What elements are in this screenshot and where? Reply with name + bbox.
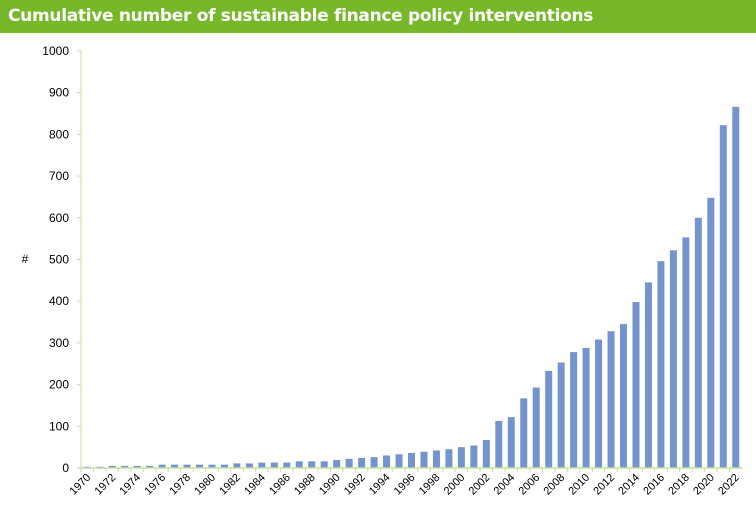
bar-1995	[395, 454, 403, 468]
x-tick-label: 2014	[616, 472, 642, 498]
y-tick-label: 400	[49, 294, 69, 308]
bar-2011	[595, 339, 603, 468]
y-tick-label: 0	[62, 461, 69, 475]
y-tick-label: 200	[49, 378, 69, 392]
x-tick-label: 2012	[591, 472, 617, 498]
bar-1999	[445, 449, 453, 468]
x-tick-label: 1986	[267, 472, 293, 498]
y-tick-label: 700	[49, 169, 69, 183]
x-tick-label: 1976	[142, 472, 168, 498]
bar-2003	[495, 420, 503, 468]
bar-2001	[470, 445, 478, 468]
bar-2014	[632, 302, 640, 468]
bar-1978	[183, 464, 191, 468]
y-tick-label: 600	[49, 211, 69, 225]
x-tick-label: 1972	[93, 472, 119, 498]
x-tick-label: 2022	[716, 472, 742, 498]
bar-2018	[682, 237, 690, 468]
bar-2021	[719, 125, 727, 468]
y-tick-label: 800	[49, 127, 69, 141]
x-tick-label: 2010	[566, 472, 592, 498]
y-axis-label: #	[22, 252, 29, 266]
bar-2004	[507, 417, 515, 468]
bar-1975	[146, 465, 154, 468]
y-tick-label: 500	[49, 253, 69, 267]
x-tick-label: 2018	[666, 472, 692, 498]
y-tick-label: 1000	[42, 44, 69, 58]
bar-2012	[607, 331, 615, 468]
bar-2019	[694, 217, 702, 468]
bar-1998	[432, 450, 440, 468]
x-tick-label: 1974	[117, 472, 143, 498]
bar-1976	[158, 464, 166, 468]
bar-1977	[171, 464, 179, 468]
x-tick-label: 1992	[342, 472, 368, 498]
bar-1980	[208, 464, 216, 468]
bar-1973	[121, 465, 129, 468]
bar-1981	[220, 464, 228, 468]
x-tick-label: 2016	[641, 472, 667, 498]
title-bar: Cumulative number of sustainable finance…	[0, 0, 756, 33]
bar-1979	[195, 464, 203, 468]
bar-1983	[245, 463, 253, 468]
bar-2010	[582, 347, 590, 468]
x-tick-label: 1982	[217, 472, 243, 498]
x-tick-label: 1978	[167, 472, 193, 498]
x-tick-label: 1996	[392, 472, 418, 498]
x-tick-label: 2020	[691, 472, 717, 498]
bar-2006	[532, 387, 540, 468]
x-tick-label: 2004	[492, 472, 518, 498]
y-tick-label: 100	[49, 419, 69, 433]
bar-2015	[644, 282, 652, 468]
bar-2016	[657, 261, 665, 468]
bar-1984	[258, 462, 266, 468]
bar-1990	[333, 460, 341, 468]
bar-2000	[457, 447, 465, 468]
bar-1972	[108, 465, 116, 468]
x-tick-label: 1988	[292, 472, 318, 498]
x-tick-label: 1998	[417, 472, 443, 498]
y-tick-label: 900	[49, 86, 69, 100]
x-tick-label: 2002	[467, 472, 493, 498]
bar-2009	[570, 352, 578, 468]
bar-2002	[482, 440, 490, 468]
chart-title: Cumulative number of sustainable finance…	[8, 6, 594, 26]
bar-1974	[133, 465, 141, 468]
bar-2005	[520, 398, 528, 468]
x-tick-label: 1994	[367, 472, 393, 498]
bar-1989	[320, 461, 328, 468]
bar-1986	[283, 462, 291, 468]
bar-2013	[620, 324, 628, 468]
bar-2020	[707, 197, 715, 468]
x-tick-label: 1990	[317, 472, 343, 498]
bar-1987	[295, 461, 303, 468]
bar-1988	[308, 461, 316, 468]
bar-2017	[669, 250, 677, 468]
x-tick-label: 1984	[242, 472, 268, 498]
bar-1993	[370, 457, 378, 468]
bar-2007	[545, 370, 553, 468]
x-tick-label: 1980	[192, 472, 218, 498]
bar-1992	[358, 457, 366, 468]
x-tick-label: 1970	[68, 472, 94, 498]
bar-1982	[233, 463, 241, 468]
bar-1997	[420, 451, 428, 468]
bar-2008	[557, 362, 565, 468]
bar-2022	[732, 106, 740, 469]
x-tick-label: 2006	[517, 472, 543, 498]
bar-1996	[408, 452, 415, 468]
bar-1991	[345, 458, 353, 468]
bar-1994	[383, 455, 391, 468]
x-tick-label: 2000	[442, 472, 468, 498]
y-tick-label: 300	[49, 336, 69, 350]
x-tick-label: 2008	[541, 472, 567, 498]
bar-1985	[270, 462, 278, 468]
